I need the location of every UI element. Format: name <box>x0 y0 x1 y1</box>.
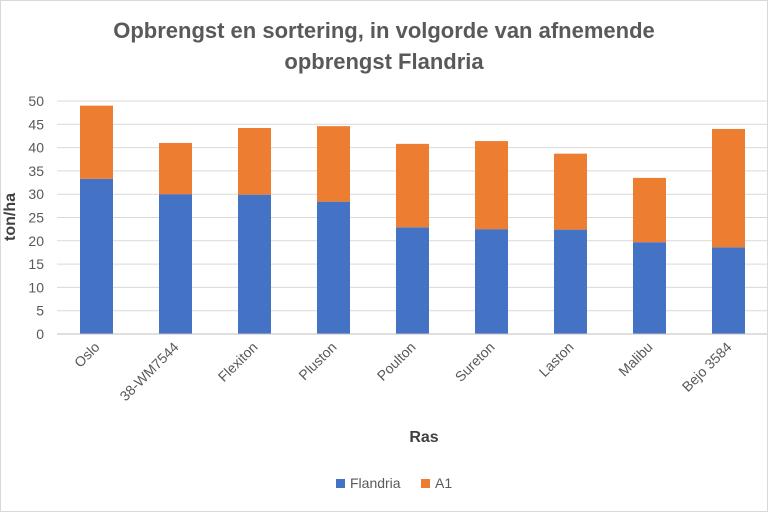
legend-label-a1: A1 <box>435 475 452 491</box>
x-tick-label: Sureton <box>452 339 498 385</box>
chart-title: Opbrengst en sortering, in volgorde van … <box>1 15 767 77</box>
x-tick-label: Bejo 3584 <box>679 339 735 395</box>
bar-a1-oslo <box>80 105 113 179</box>
bar-a1-sureton <box>475 141 508 230</box>
y-tick-label: 10 <box>28 279 44 295</box>
y-tick-label: 5 <box>36 303 44 319</box>
bar-flandria-oslo <box>80 178 113 334</box>
legend: Flandria A1 <box>336 475 452 491</box>
bar-flandria-bejo-3584 <box>712 247 745 334</box>
y-axis-title: ton/ha <box>2 193 19 241</box>
bar-flandria-38-wm7544 <box>159 194 192 334</box>
x-tick-label: Pluston <box>295 339 339 383</box>
x-tick-label: Malibu <box>615 339 655 379</box>
x-tick-label: Oslo <box>71 339 103 371</box>
bar-flandria-flexiton <box>238 194 271 334</box>
x-tick-label: Flexiton <box>215 339 261 385</box>
bar-a1-flexiton <box>238 128 271 195</box>
x-tick-label: Poulton <box>374 339 419 384</box>
chart-title-line-1: Opbrengst en sortering, in volgorde van … <box>113 18 655 43</box>
y-tick-label: 50 <box>28 93 44 109</box>
bar-a1-bejo-3584 <box>712 128 745 248</box>
bars <box>80 105 745 334</box>
legend-swatch-a1 <box>421 479 430 488</box>
legend-label-flandria: Flandria <box>350 475 401 491</box>
bar-flandria-laston <box>554 229 587 334</box>
bar-a1-malibu <box>633 177 666 243</box>
y-tick-label: 15 <box>28 256 44 272</box>
bar-a1-laston <box>554 153 587 230</box>
y-tick-label: 35 <box>28 163 44 179</box>
legend-swatch-flandria <box>336 479 345 488</box>
y-tick-label: 45 <box>28 116 44 132</box>
y-tick-label: 25 <box>28 210 44 226</box>
bar-flandria-poulton <box>396 227 429 334</box>
y-tick-label: 30 <box>28 186 44 202</box>
y-tick-label: 0 <box>36 326 44 342</box>
x-tick-label: Laston <box>536 339 577 380</box>
bar-a1-pluston <box>317 126 350 202</box>
bar-a1-38-wm7544 <box>159 142 192 195</box>
bar-flandria-malibu <box>633 242 666 334</box>
chart-title-line-2: opbrengst Flandria <box>284 49 484 74</box>
bar-a1-poulton <box>396 143 429 228</box>
bar-flandria-sureton <box>475 229 508 334</box>
bar-flandria-pluston <box>317 201 350 334</box>
y-tick-label: 40 <box>28 140 44 156</box>
y-tick-label: 20 <box>28 233 44 249</box>
x-tick-label: 38-WM7544 <box>116 339 181 404</box>
x-axis-title: Ras <box>409 429 438 446</box>
